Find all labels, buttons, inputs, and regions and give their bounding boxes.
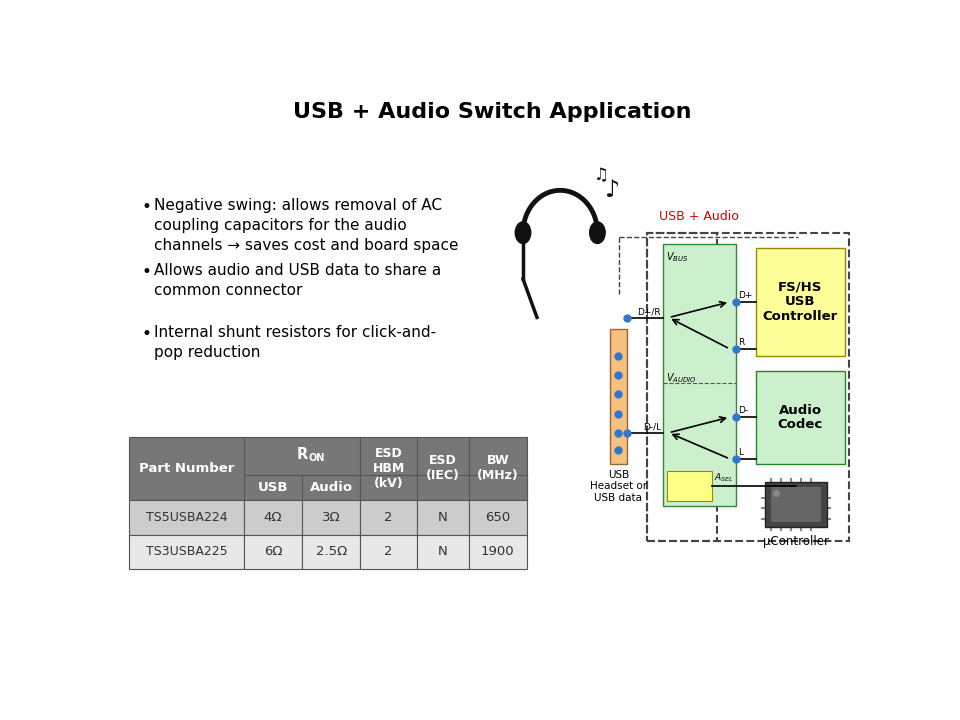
Text: TS5USBA224: TS5USBA224: [146, 510, 228, 523]
Text: 6Ω: 6Ω: [264, 545, 282, 559]
Ellipse shape: [516, 222, 531, 243]
Text: 2: 2: [384, 510, 393, 523]
Text: ON: ON: [308, 454, 324, 463]
Bar: [756, 248, 845, 356]
Bar: [468, 500, 527, 534]
Text: D+/R: D+/R: [637, 307, 660, 316]
Text: Audio
Codec: Audio Codec: [778, 403, 823, 431]
Text: 1900: 1900: [481, 545, 515, 559]
Text: USB + Audio Switch Application: USB + Audio Switch Application: [293, 102, 691, 122]
Text: ♪: ♪: [604, 179, 619, 202]
Text: D-/L: D-/L: [643, 422, 660, 431]
Bar: [468, 475, 527, 500]
Text: D-: D-: [737, 407, 748, 415]
Bar: [302, 500, 360, 534]
Bar: [360, 500, 417, 534]
Ellipse shape: [589, 222, 605, 243]
Text: •: •: [142, 198, 152, 216]
Bar: [647, 233, 849, 541]
Text: USB
Headset or
USB data: USB Headset or USB data: [589, 470, 647, 503]
Bar: [765, 482, 827, 527]
Text: μController: μController: [763, 534, 828, 547]
Text: N: N: [438, 510, 447, 523]
Text: BW
(MHz): BW (MHz): [477, 454, 518, 482]
Text: Control
Logic: Control Logic: [673, 477, 706, 496]
Text: $V_{BUS}$: $V_{BUS}$: [665, 251, 688, 264]
Bar: [244, 475, 302, 500]
Bar: [610, 329, 627, 464]
Text: ♫: ♫: [594, 166, 609, 184]
Bar: [468, 534, 527, 570]
Text: N: N: [438, 545, 447, 559]
Text: 650: 650: [485, 510, 511, 523]
Text: USB: USB: [258, 481, 288, 494]
Text: 3Ω: 3Ω: [322, 510, 341, 523]
Text: Internal shunt resistors for click-and-
pop reduction: Internal shunt resistors for click-and- …: [155, 325, 436, 360]
Bar: [647, 233, 717, 541]
Text: 4Ω: 4Ω: [264, 510, 282, 523]
Text: FS/HS
USB
Controller: FS/HS USB Controller: [762, 281, 838, 323]
Text: L: L: [737, 449, 743, 457]
Text: •: •: [142, 325, 152, 343]
Bar: [130, 500, 244, 534]
Bar: [360, 475, 417, 500]
Text: Audio: Audio: [310, 481, 352, 494]
Bar: [244, 437, 360, 475]
Text: ESD
HBM
(kV): ESD HBM (kV): [372, 447, 405, 490]
Bar: [302, 475, 360, 500]
Bar: [130, 437, 244, 500]
Bar: [130, 534, 244, 570]
Text: ESD
(IEC): ESD (IEC): [426, 454, 460, 482]
Bar: [417, 534, 468, 570]
Text: R: R: [737, 338, 744, 348]
Bar: [360, 534, 417, 570]
Text: 2.5Ω: 2.5Ω: [316, 545, 347, 559]
Bar: [417, 475, 468, 500]
Bar: [662, 244, 736, 506]
Text: 2: 2: [384, 545, 393, 559]
Bar: [417, 500, 468, 534]
Text: •: •: [142, 264, 152, 282]
Bar: [468, 437, 527, 500]
Bar: [244, 534, 302, 570]
Bar: [244, 500, 302, 534]
Text: Negative swing: allows removal of AC
coupling capacitors for the audio
channels : Negative swing: allows removal of AC cou…: [155, 198, 459, 253]
Bar: [302, 534, 360, 570]
Bar: [771, 487, 821, 522]
Text: USB + Audio: USB + Audio: [660, 210, 739, 223]
Text: Allows audio and USB data to share a
common connector: Allows audio and USB data to share a com…: [155, 264, 442, 298]
Text: TS3USBA225: TS3USBA225: [146, 545, 228, 559]
Bar: [417, 437, 468, 500]
Text: Part Number: Part Number: [139, 462, 234, 474]
Text: D+: D+: [737, 292, 752, 300]
Bar: [756, 372, 845, 464]
Text: $A_{SEL}$: $A_{SEL}$: [713, 472, 733, 485]
Bar: [360, 437, 417, 500]
Text: R: R: [297, 447, 308, 462]
Bar: [667, 472, 712, 500]
Text: $V_{AUDIO}$: $V_{AUDIO}$: [665, 372, 696, 385]
